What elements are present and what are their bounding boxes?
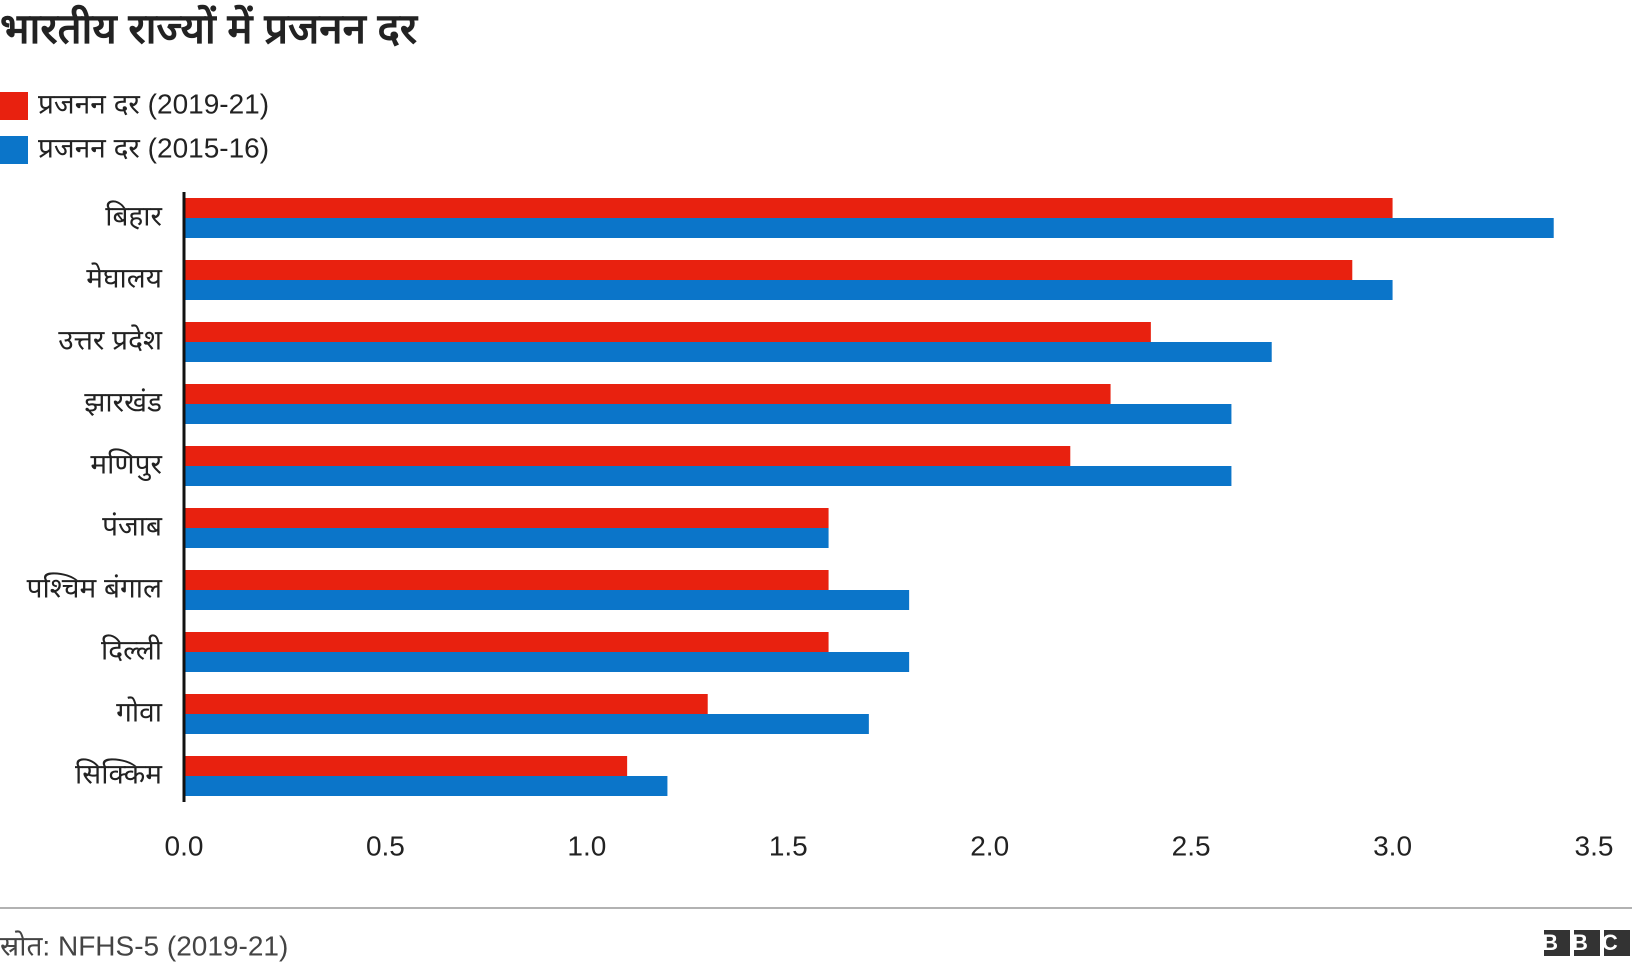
bar <box>184 322 1151 342</box>
legend-label: प्रजनन दर (2019-21) <box>38 88 269 119</box>
bar <box>184 714 869 734</box>
x-tick-label: 3.5 <box>1575 830 1614 861</box>
bar <box>184 446 1071 466</box>
bar <box>184 342 1272 362</box>
y-tick-label: सिक्किम <box>75 757 163 789</box>
y-tick-label: उत्तर प्रदेश <box>58 323 163 355</box>
bar <box>184 756 628 776</box>
bar <box>184 590 910 610</box>
legend-label: प्रजनन दर (2015-16) <box>38 132 269 163</box>
source: स्रोत: NFHS-5 (2019-21) <box>0 929 288 961</box>
chart-title: भारतीय राज्यों में प्रजनन दर <box>0 4 419 52</box>
bar <box>184 384 1111 404</box>
y-tick-label: मेघालय <box>86 261 163 293</box>
legend-swatch <box>0 92 28 120</box>
bar <box>184 776 668 796</box>
bar <box>184 218 1554 238</box>
x-tick-label: 2.5 <box>1172 830 1211 861</box>
x-tick-label: 1.0 <box>567 830 606 861</box>
y-tick-label: पश्चिम बंगाल <box>27 571 163 603</box>
y-tick-label: दिल्ली <box>101 633 163 665</box>
x-tick-label: 0.5 <box>366 830 405 861</box>
bar <box>184 508 829 528</box>
y-tick-label: पंजाब <box>102 510 163 541</box>
bar <box>184 570 829 590</box>
x-tick-label: 0.0 <box>165 830 204 861</box>
bar <box>184 694 708 714</box>
bar <box>184 528 829 548</box>
bar <box>184 466 1232 486</box>
legend-swatch <box>0 136 28 164</box>
bar <box>184 632 829 652</box>
bar <box>184 198 1393 218</box>
logo-text: BBC <box>1542 930 1632 955</box>
x-tick-label: 2.0 <box>970 830 1009 861</box>
y-tick-label: बिहार <box>105 199 162 231</box>
bar <box>184 280 1393 300</box>
bar <box>184 652 910 672</box>
bar <box>184 260 1353 280</box>
y-tick-label: झारखंड <box>84 386 163 417</box>
bar <box>184 404 1232 424</box>
x-tick-label: 1.5 <box>769 830 808 861</box>
x-tick-label: 3.0 <box>1373 830 1412 861</box>
logo: BBC <box>1542 930 1632 956</box>
y-tick-label: गोवा <box>116 695 163 727</box>
y-tick-label: मणिपुर <box>90 447 162 481</box>
